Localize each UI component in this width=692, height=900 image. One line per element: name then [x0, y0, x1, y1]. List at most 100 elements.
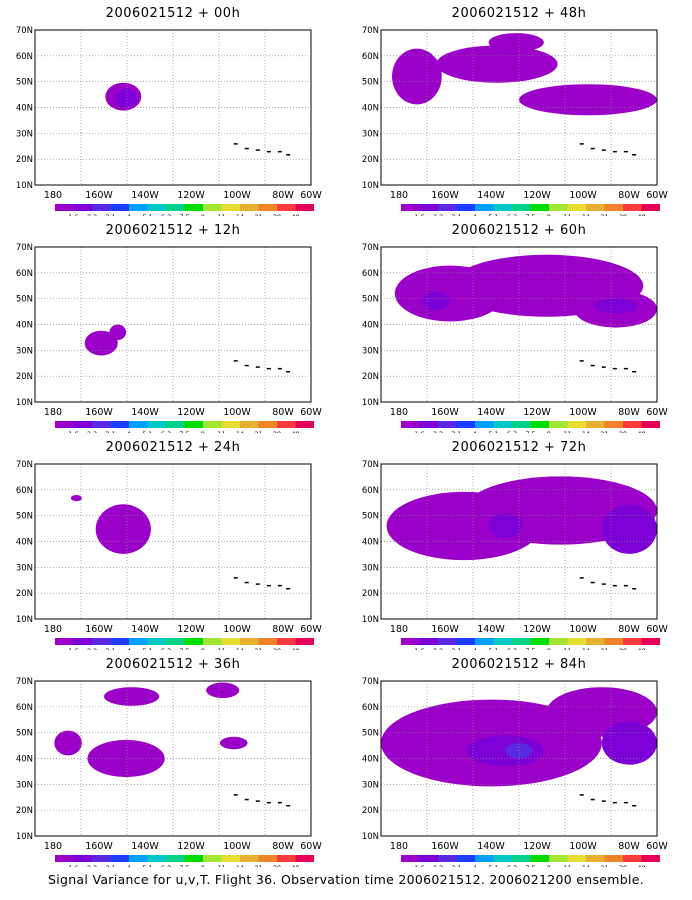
colorbar-label: 7.5: [525, 647, 535, 650]
colorbar-segment: [493, 638, 512, 645]
map-plot: 70N 60N 50N 40N 30N 20N 10N 180 160W 140W 120W 100W…: [16, 677, 323, 867]
island: [579, 577, 584, 579]
coastline: [381, 247, 505, 281]
lon-tick-label: 120W: [523, 407, 551, 418]
island: [579, 794, 584, 796]
colorbar-label: 11: [563, 647, 571, 650]
colorbar-segment: [493, 204, 512, 211]
lon-tick-label: 160W: [85, 407, 113, 418]
colorbar-label: 1.6: [414, 213, 424, 216]
colorbar-segment: [549, 421, 568, 428]
colorbar-label: 5.1: [142, 430, 152, 433]
lat-tick-label: 10N: [16, 832, 33, 842]
colorbar-segment: [110, 638, 129, 645]
colorbar-label: 14: [582, 647, 590, 650]
colorbar-label: 3.1: [105, 647, 115, 650]
colorbar-segment: [567, 204, 586, 211]
colorbar-label: 11: [217, 647, 225, 650]
colorbar-label: 14: [236, 647, 244, 650]
colorbar-label: 9: [547, 213, 551, 216]
colorbar-label: 4: [473, 213, 477, 216]
colorbar-label: 3.1: [451, 430, 461, 433]
lat-tick-label: 50N: [362, 729, 379, 739]
lon-tick-label: 120W: [177, 407, 205, 418]
colorbar-segment: [258, 638, 277, 645]
coastline: [112, 256, 228, 372]
colorbar-segment: [493, 855, 512, 862]
island: [233, 577, 238, 579]
colorbar-label: 1.6: [414, 430, 424, 433]
island: [579, 360, 584, 362]
colorbar-label: 11: [563, 864, 571, 867]
colorbar-label: 29: [619, 430, 627, 433]
island: [632, 805, 637, 807]
colorbar-segment: [240, 855, 259, 862]
colorbar-label: 4: [473, 430, 477, 433]
lat-tick-label: 10N: [362, 398, 379, 408]
lat-tick-label: 40N: [16, 104, 33, 114]
colorbar-label: 2.2: [433, 213, 443, 216]
lon-tick-label: 100W: [569, 841, 597, 852]
colorbar-label: 4: [127, 213, 131, 216]
colorbar-segment: [110, 855, 129, 862]
island: [623, 584, 628, 587]
coastline: [547, 30, 597, 49]
lon-tick-label: 120W: [177, 624, 205, 635]
island: [623, 801, 628, 804]
colorbar-segment: [184, 855, 203, 862]
colorbar-segment: [567, 855, 586, 862]
signal-contour: [466, 735, 544, 767]
coastline: [591, 780, 602, 796]
plot-frame: [380, 463, 658, 620]
lon-tick-label: 120W: [523, 624, 551, 635]
coastline: [574, 492, 657, 590]
lon-tick-label: 60W: [300, 624, 322, 635]
colorbar-segment: [475, 421, 494, 428]
panel-title: 2006021512 + 12h: [105, 223, 241, 238]
island: [601, 800, 606, 802]
lat-tick-label: 70N: [362, 26, 379, 36]
lon-tick-label: 60W: [300, 407, 322, 418]
colorbar-segment: [401, 204, 420, 211]
colorbar-label: 4: [473, 647, 477, 650]
lat-tick-label: 40N: [16, 538, 33, 548]
signal-contour: [488, 33, 544, 52]
colorbar-segment: [530, 638, 549, 645]
lat-tick-label: 20N: [16, 372, 33, 382]
island: [244, 364, 249, 367]
lon-tick-label: 140W: [477, 841, 505, 852]
colorbar-segment: [129, 421, 148, 428]
lat-tick-label: 70N: [16, 460, 33, 470]
colorbar-segment: [475, 204, 494, 211]
lat-tick-label: 60N: [16, 703, 33, 713]
island: [286, 154, 291, 156]
colorbar-label: 5.1: [488, 647, 498, 650]
lat-tick-label: 10N: [16, 181, 33, 191]
colorbar-label: 9: [201, 430, 205, 433]
lon-tick-label: 80W: [618, 624, 640, 635]
colorbar-label: 14: [236, 864, 244, 867]
panel-title: 2006021512 + 48h: [451, 6, 587, 21]
coastline: [574, 58, 657, 156]
colorbar-label: 1.6: [68, 430, 78, 433]
colorbar-label: 6.3: [507, 647, 517, 650]
colorbar-segment: [438, 638, 457, 645]
coastline: [458, 39, 574, 155]
plot-frame: [380, 29, 658, 186]
coastline: [206, 343, 250, 346]
colorbar-label: 7.5: [179, 647, 189, 650]
colorbar-label: 3.1: [105, 213, 115, 216]
lat-tick-label: 20N: [16, 589, 33, 599]
lon-tick-label: 60W: [300, 841, 322, 852]
island: [590, 581, 595, 584]
colorbar-segment: [530, 204, 549, 211]
coastline: [547, 247, 597, 266]
lon-tick-label: 180: [390, 190, 408, 201]
colorbar-segment: [438, 421, 457, 428]
colorbar-label: 2.2: [87, 430, 97, 433]
island: [244, 581, 249, 584]
colorbar-segment: [92, 421, 111, 428]
colorbar-segment: [129, 204, 148, 211]
lat-tick-label: 50N: [362, 78, 379, 88]
lat-tick-label: 40N: [16, 321, 33, 331]
